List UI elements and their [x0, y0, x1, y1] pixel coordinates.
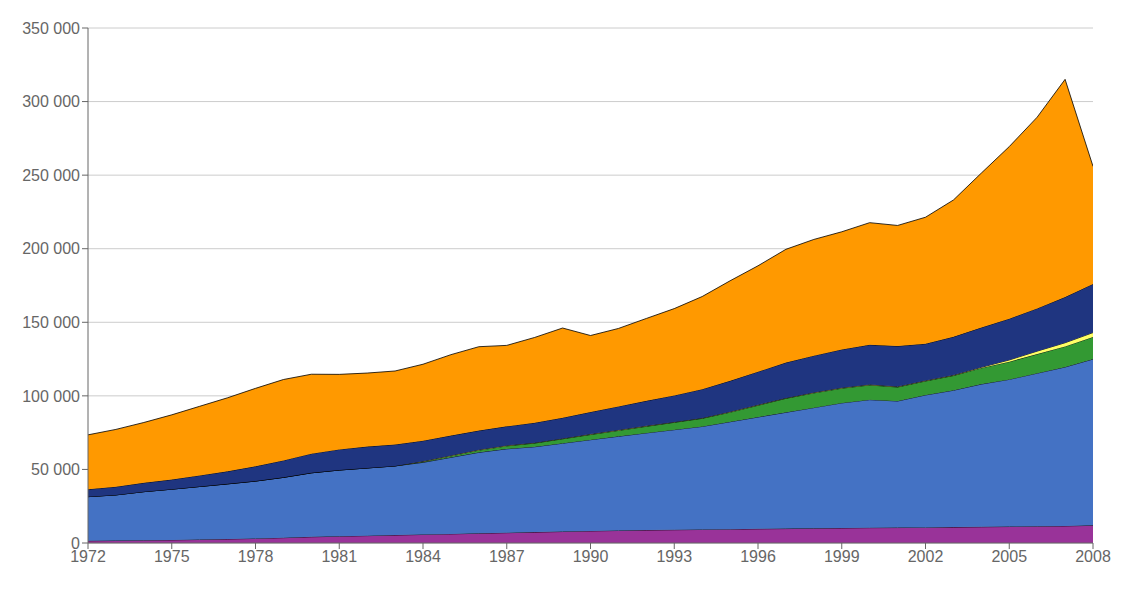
svg-text:350 000: 350 000 [22, 20, 80, 37]
svg-text:100 000: 100 000 [22, 388, 80, 405]
svg-text:1978: 1978 [238, 548, 274, 565]
svg-text:2002: 2002 [908, 548, 944, 565]
svg-text:1987: 1987 [489, 548, 525, 565]
svg-text:2005: 2005 [991, 548, 1027, 565]
svg-text:150 000: 150 000 [22, 314, 80, 331]
svg-text:1972: 1972 [70, 548, 106, 566]
svg-text:0: 0 [71, 535, 80, 552]
svg-text:1981: 1981 [321, 548, 357, 565]
svg-text:1990: 1990 [573, 548, 609, 565]
svg-text:200 000: 200 000 [22, 240, 80, 257]
svg-text:250 000: 250 000 [22, 167, 80, 184]
svg-text:1999: 1999 [824, 548, 860, 565]
svg-text:1993: 1993 [656, 548, 692, 565]
svg-text:1996: 1996 [740, 548, 776, 565]
svg-text:50 000: 50 000 [31, 461, 80, 478]
svg-text:1975: 1975 [154, 548, 190, 565]
svg-text:1984: 1984 [405, 548, 441, 565]
svg-text:2008: 2008 [1075, 548, 1111, 565]
svg-text:300 000: 300 000 [22, 93, 80, 110]
